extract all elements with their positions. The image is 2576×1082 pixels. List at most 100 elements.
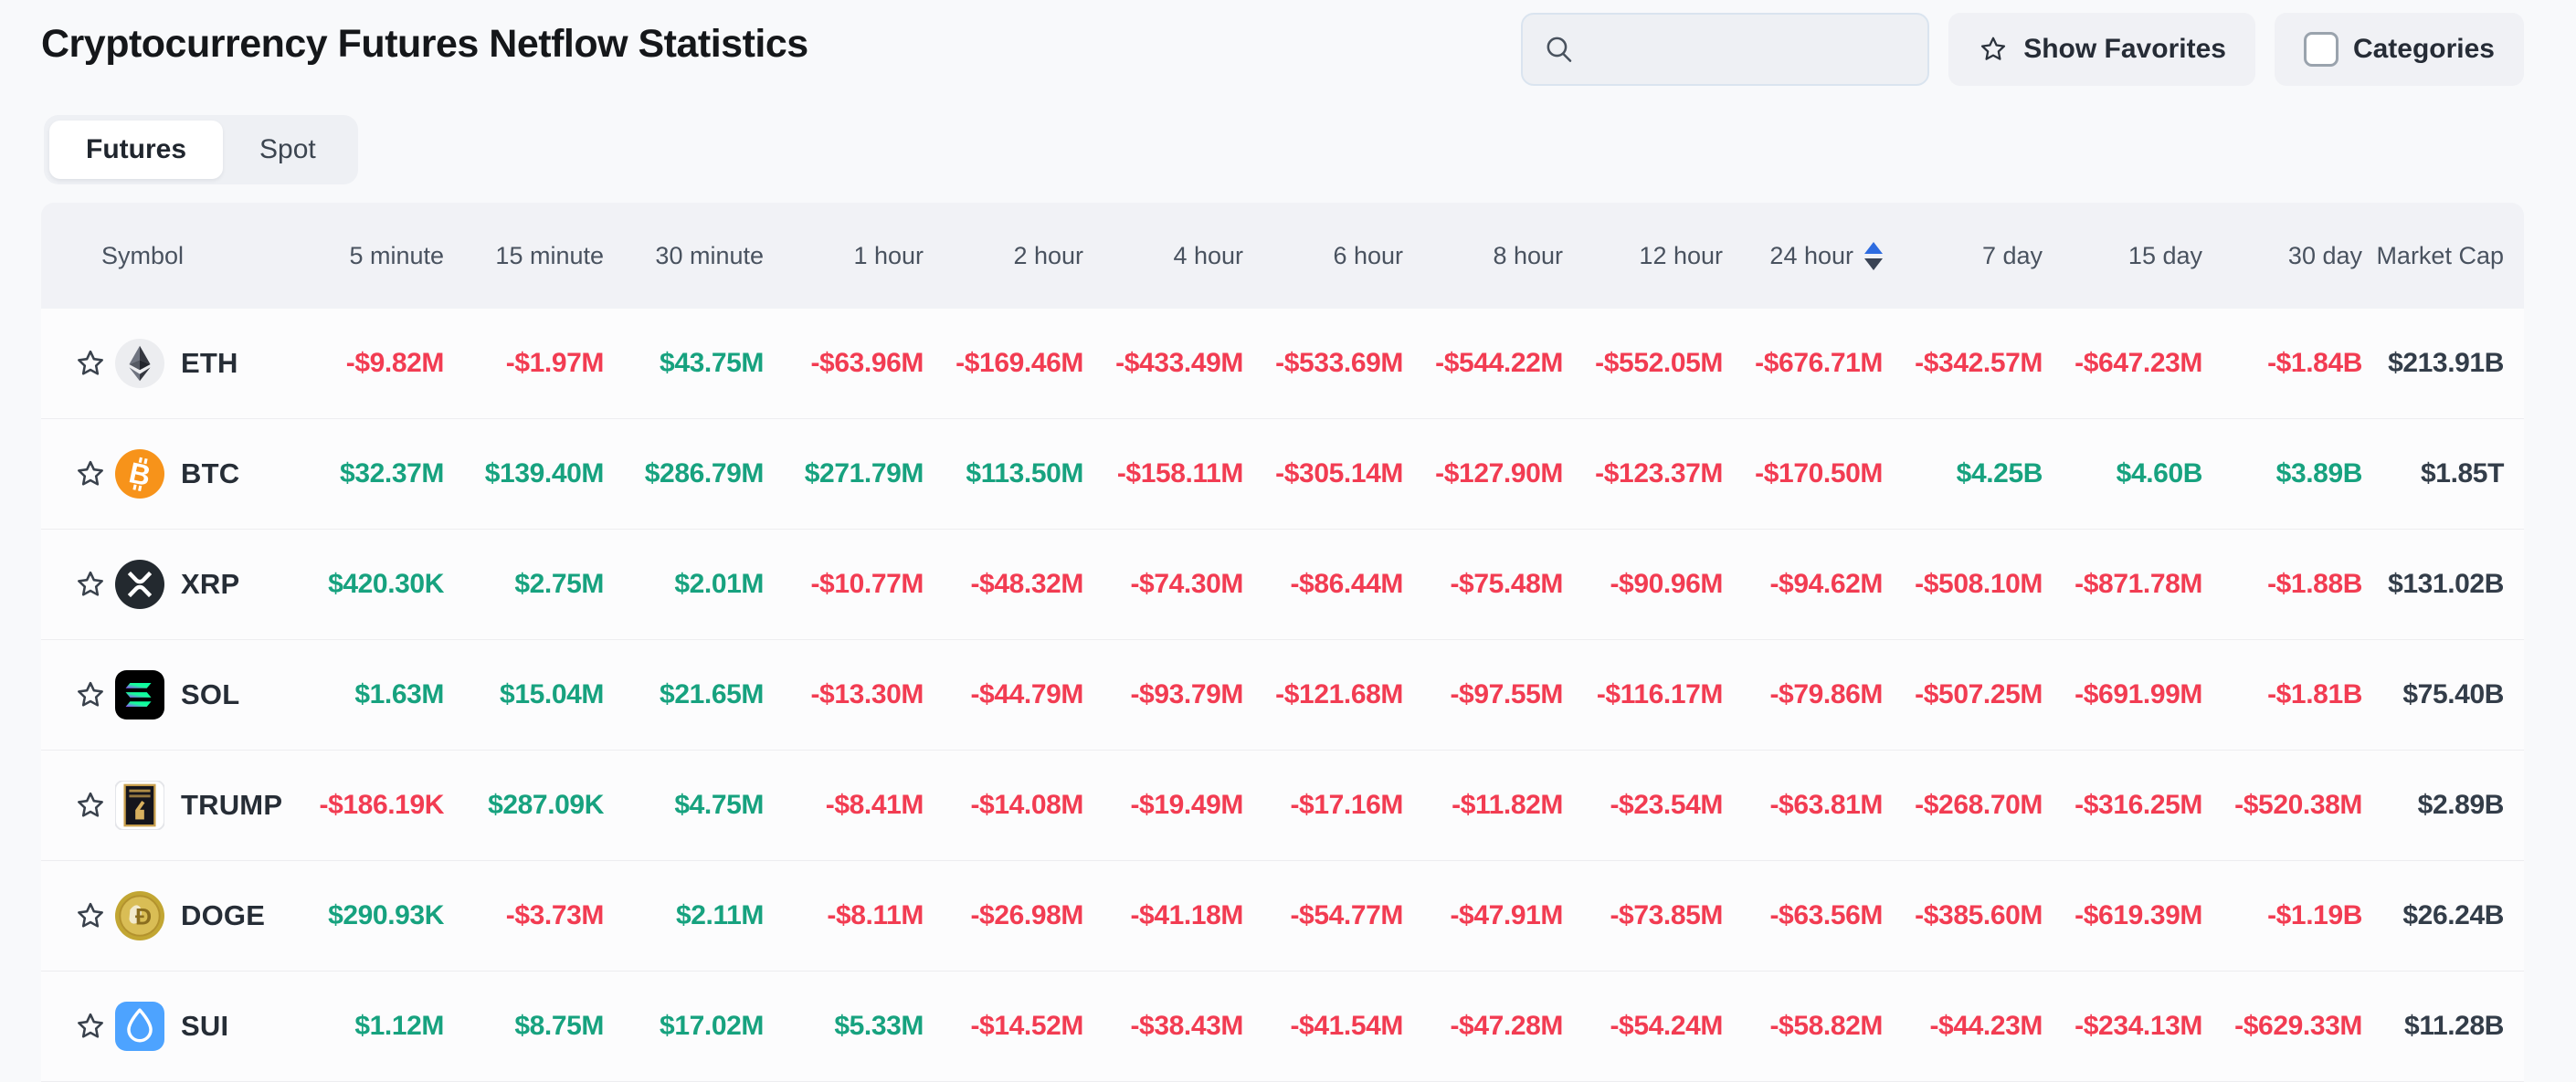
column-header-12-hour[interactable]: 12 hour xyxy=(1565,203,1725,309)
netflow-value-5-minute: $290.93K xyxy=(286,861,446,972)
netflow-table: Symbol 5 minute 15 minute 30 minute 1 hour 2 … xyxy=(41,203,2524,1082)
tab-spot[interactable]: Spot xyxy=(259,134,316,164)
column-header-label: Market Cap xyxy=(2376,241,2504,269)
favorite-star-button[interactable] xyxy=(73,567,108,602)
eth-icon xyxy=(115,339,164,388)
netflow-value-15-day: -$647.23M xyxy=(2044,309,2204,419)
column-header-7-day[interactable]: 7 day xyxy=(1884,203,2044,309)
netflow-value-15-minute: $139.40M xyxy=(446,419,606,530)
tab-futures[interactable]: Futures xyxy=(49,121,224,179)
netflow-value-7-day: -$507.25M xyxy=(1884,640,2044,751)
netflow-value-24-hour: -$58.82M xyxy=(1725,972,1884,1082)
column-header-market-cap[interactable]: Market Cap xyxy=(2364,203,2524,309)
netflow-value-12-hour: -$23.54M xyxy=(1565,751,1725,861)
page-title: Cryptocurrency Futures Netflow Statistic… xyxy=(41,22,808,66)
netflow-value-30-day: -$1.88B xyxy=(2204,530,2364,640)
netflow-value-1-hour: $5.33M xyxy=(765,972,925,1082)
netflow-value-15-day: -$871.78M xyxy=(2044,530,2204,640)
sort-icon[interactable] xyxy=(1864,241,1883,270)
netflow-value-1-hour: -$8.11M xyxy=(765,861,925,972)
netflow-value-2-hour: $113.50M xyxy=(925,419,1085,530)
table-row-eth[interactable]: ETH -$9.82M -$1.97M $43.75M -$63.96M -$169.46… xyxy=(41,309,2524,419)
symbol-cell: SOL xyxy=(41,640,286,751)
column-header-15-day[interactable]: 15 day xyxy=(2044,203,2204,309)
netflow-value-24-hour: -$94.62M xyxy=(1725,530,1884,640)
column-header-2-hour[interactable]: 2 hour xyxy=(925,203,1085,309)
search-input[interactable] xyxy=(1589,33,1908,66)
sol-icon xyxy=(115,670,164,720)
column-header-label: 30 minute xyxy=(655,241,764,269)
column-header-label: 24 hour xyxy=(1769,241,1853,269)
netflow-value-15-minute: $8.75M xyxy=(446,972,606,1082)
table-header-row: Symbol 5 minute 15 minute 30 minute 1 hour 2 … xyxy=(41,203,2524,309)
netflow-value-5-minute: $1.12M xyxy=(286,972,446,1082)
table-row-xrp[interactable]: XRP $420.30K $2.75M $2.01M -$10.77M -$48.32M -… xyxy=(41,530,2524,640)
symbol-cell: TRUMP xyxy=(41,751,286,861)
netflow-value-1-hour: $271.79M xyxy=(765,419,925,530)
column-header-8-hour[interactable]: 8 hour xyxy=(1405,203,1565,309)
column-header-label: 12 hour xyxy=(1639,241,1723,269)
netflow-value-12-hour: -$552.05M xyxy=(1565,309,1725,419)
column-header-label: 5 minute xyxy=(349,241,444,269)
symbol-label: DOGE xyxy=(181,899,266,931)
favorite-star-button[interactable] xyxy=(73,1009,108,1044)
netflow-value-30-day: -$1.84B xyxy=(2204,309,2364,419)
categories-checkbox[interactable] xyxy=(2303,32,2338,67)
netflow-value-1-hour: -$8.41M xyxy=(765,751,925,861)
netflow-value-5-minute: $32.37M xyxy=(286,419,446,530)
netflow-value-30-day: -$629.33M xyxy=(2204,972,2364,1082)
netflow-value-30-minute: $2.11M xyxy=(606,861,765,972)
netflow-value-12-hour: -$116.17M xyxy=(1565,640,1725,751)
categories-button[interactable]: Categories xyxy=(2274,13,2524,86)
netflow-value-30-day: -$520.38M xyxy=(2204,751,2364,861)
netflow-value-15-day: $4.60B xyxy=(2044,419,2204,530)
netflow-value-4-hour: -$19.49M xyxy=(1085,751,1245,861)
netflow-value-15-minute: $287.09K xyxy=(446,751,606,861)
netflow-value-2-hour: -$169.46M xyxy=(925,309,1085,419)
netflow-value-30-minute: $4.75M xyxy=(606,751,765,861)
netflow-value-5-minute: $420.30K xyxy=(286,530,446,640)
table-row-doge[interactable]: Ð DOGE $290.93K -$3.73M $2.11M -$8.11M -$26.98… xyxy=(41,861,2524,972)
netflow-value-5-minute: -$9.82M xyxy=(286,309,446,419)
show-favorites-button[interactable]: Show Favorites xyxy=(1948,13,2255,86)
favorite-star-button[interactable] xyxy=(73,898,108,933)
column-header-label: 2 hour xyxy=(1013,241,1083,269)
netflow-value-15-minute: $2.75M xyxy=(446,530,606,640)
column-header-4-hour[interactable]: 4 hour xyxy=(1085,203,1245,309)
netflow-value-6-hour: -$17.16M xyxy=(1245,751,1405,861)
netflow-value-8-hour: -$127.90M xyxy=(1405,419,1565,530)
column-header-6-hour[interactable]: 6 hour xyxy=(1245,203,1405,309)
symbol-label: XRP xyxy=(181,568,240,600)
column-header-30-day[interactable]: 30 day xyxy=(2204,203,2364,309)
table-row-sui[interactable]: SUI $1.12M $8.75M $17.02M $5.33M -$14.52M -$38… xyxy=(41,972,2524,1082)
column-header-15-minute[interactable]: 15 minute xyxy=(446,203,606,309)
netflow-value-5-minute: -$186.19K xyxy=(286,751,446,861)
netflow-value-8-hour: -$544.22M xyxy=(1405,309,1565,419)
table-row-trump[interactable]: TRUMP -$186.19K $287.09K $4.75M -$8.41M -$14.… xyxy=(41,751,2524,861)
netflow-value-30-minute: $286.79M xyxy=(606,419,765,530)
favorite-star-button[interactable] xyxy=(73,457,108,491)
table-row-btc[interactable]: B BTC $32.37M $139.40M $286.79M $271.79M $113.… xyxy=(41,419,2524,530)
column-header-label: 7 day xyxy=(1981,241,2043,269)
netflow-value-2-hour: -$26.98M xyxy=(925,861,1085,972)
symbol-cell: B BTC xyxy=(41,419,286,530)
netflow-value-8-hour: -$47.91M xyxy=(1405,861,1565,972)
search-box[interactable] xyxy=(1521,13,1930,86)
column-header-24-hour[interactable]: 24 hour xyxy=(1725,203,1884,309)
favorite-star-button[interactable] xyxy=(73,678,108,712)
symbol-label: SUI xyxy=(181,1010,229,1042)
favorite-star-button[interactable] xyxy=(73,346,108,381)
netflow-value-8-hour: -$97.55M xyxy=(1405,640,1565,751)
netflow-value-8-hour: -$11.82M xyxy=(1405,751,1565,861)
favorite-star-button[interactable] xyxy=(73,788,108,823)
table-row-sol[interactable]: SOL $1.63M $15.04M $21.65M -$13.30M -$44.79M -… xyxy=(41,640,2524,751)
netflow-value-15-minute: -$1.97M xyxy=(446,309,606,419)
netflow-value-24-hour: -$63.56M xyxy=(1725,861,1884,972)
table-body: ETH -$9.82M -$1.97M $43.75M -$63.96M -$169.46… xyxy=(41,309,2524,1082)
market-cap-value: $2.89B xyxy=(2364,751,2524,861)
column-header-1-hour[interactable]: 1 hour xyxy=(765,203,925,309)
column-header-30-minute[interactable]: 30 minute xyxy=(606,203,765,309)
market-cap-value: $213.91B xyxy=(2364,309,2524,419)
column-header-5-minute[interactable]: 5 minute xyxy=(286,203,446,309)
netflow-value-4-hour: -$41.18M xyxy=(1085,861,1245,972)
